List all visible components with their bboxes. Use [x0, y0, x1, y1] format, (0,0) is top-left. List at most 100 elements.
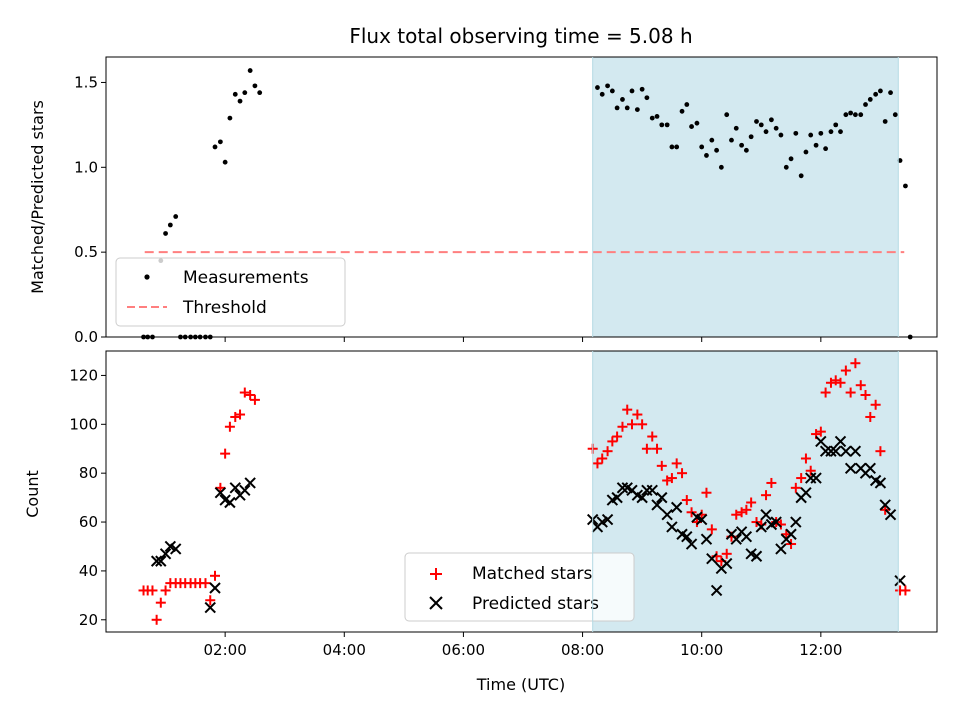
top-chart-title: Flux total observing time = 5.08 h	[349, 24, 692, 48]
predicted-star-point	[844, 462, 857, 474]
matched-star-point	[721, 548, 732, 559]
matched-star-point	[815, 426, 826, 437]
measurement-point	[257, 90, 263, 96]
predicted-star-point	[730, 533, 742, 545]
matched-star-point	[875, 446, 886, 457]
top-y-axis-label: Matched/Predicted stars	[28, 100, 47, 294]
matched-star-point	[205, 595, 216, 606]
matched-star-point	[607, 436, 618, 447]
matched-star-point	[160, 585, 171, 596]
measurement-point	[828, 129, 834, 135]
matched-star-point	[880, 504, 891, 515]
matched-star-point	[706, 524, 717, 535]
predicted-star-point	[646, 484, 658, 496]
measurement-point	[247, 68, 253, 73]
predicted-star-point	[830, 445, 842, 457]
predicted-star-point	[155, 555, 167, 567]
measurement-point	[783, 164, 789, 170]
matched-star-point	[796, 473, 807, 484]
predicted-star-point	[616, 482, 629, 494]
bottom-x-tick-label: 02:00	[204, 641, 247, 659]
matched-star-point	[731, 509, 742, 520]
predicted-star-point	[790, 516, 802, 528]
matched-star-point	[200, 578, 211, 589]
top-legend-box	[115, 257, 346, 327]
measurement-point	[823, 146, 829, 152]
measurement-point	[639, 86, 645, 92]
bottom-x-tick-label: 08:00	[561, 641, 604, 659]
measurement-point	[843, 112, 849, 118]
matched-star-point	[652, 443, 663, 454]
measurement-point	[903, 183, 908, 189]
matched-star-point	[239, 387, 250, 398]
measurement-point	[798, 173, 804, 179]
matched-star-point	[647, 431, 658, 442]
top-plot-frame	[105, 56, 938, 338]
measurement-point	[609, 88, 615, 94]
matched-star-point	[900, 585, 911, 596]
predicted-star-point	[884, 509, 897, 521]
predicted-star-point	[815, 435, 827, 448]
legend-matched-label: Matched stars	[472, 564, 592, 584]
measurement-point	[873, 91, 879, 97]
predicted-star-point	[651, 499, 663, 511]
measurement-point	[629, 88, 635, 94]
matched-star-point	[845, 387, 856, 398]
predicted-star-point	[229, 482, 241, 494]
measurement-point	[222, 159, 228, 165]
predicted-star-point	[810, 472, 822, 484]
predicted-star-point	[834, 435, 847, 448]
bottom-x-ticks: 02:00 04:00 06:00 08:00 10:00 12:00	[204, 632, 842, 659]
measurement-point	[620, 97, 625, 102]
measurement-point	[694, 120, 700, 126]
measurement-point	[867, 97, 873, 102]
legend-measurements-label: Measurements	[183, 268, 309, 288]
predicted-star-point	[209, 582, 221, 594]
measurement-point	[709, 137, 715, 143]
predicted-star-point	[636, 491, 648, 504]
matched-star-point	[602, 446, 613, 457]
predicted-star-point	[150, 555, 163, 567]
matched-star-point	[220, 448, 231, 459]
measurement-point	[733, 125, 739, 131]
matched-star-point	[860, 389, 871, 400]
bottom-y-tick-label: 20	[79, 611, 98, 629]
predicted-star-point	[770, 516, 782, 528]
matched-star-point	[766, 477, 777, 488]
matched-star-point	[249, 394, 260, 405]
measurement-point	[664, 122, 670, 128]
predicted-star-point	[840, 445, 852, 457]
predicted-star-point	[670, 501, 683, 514]
predicted-star-point	[825, 445, 837, 457]
top-legend: Measurements Threshold	[115, 257, 346, 327]
measurement-point	[212, 144, 218, 150]
matched-star-point	[245, 389, 256, 400]
top-y-tick-label: 0.0	[74, 328, 98, 346]
matched-star-point	[746, 497, 757, 508]
measurement-point	[724, 112, 730, 118]
predicted-star-point	[169, 543, 182, 555]
matched-star-point	[835, 377, 846, 388]
measurement-point	[173, 214, 179, 219]
predicted-star-point	[224, 496, 236, 509]
measurement-point	[758, 122, 764, 128]
measurement-point	[654, 113, 660, 119]
bottom-x-tick-label: 10:00	[680, 641, 723, 659]
bottom-x-tick-label: 12:00	[799, 641, 842, 659]
measurement-point	[217, 139, 223, 145]
top-y-tick-label: 1.0	[74, 158, 98, 176]
bottom-y-tick-label: 40	[79, 562, 98, 580]
measurement-point	[595, 85, 600, 90]
measurement-point	[163, 231, 168, 236]
legend-threshold-label: Threshold	[182, 298, 267, 318]
top-y-tick-label: 1.5	[74, 73, 98, 91]
measurement-point	[669, 144, 675, 150]
matched-star-point	[701, 487, 712, 498]
top-x-ticks	[224, 337, 822, 342]
predicted-star-point	[874, 477, 887, 489]
matched-star-point	[617, 421, 628, 432]
measurement-point	[808, 132, 814, 138]
matched-star-point	[224, 421, 235, 432]
bottom-panel: 20 40 60 80 100 120 02:00 04:00 06:00 08:00 10:00…	[23, 350, 938, 694]
predicted-star-point	[700, 533, 713, 545]
